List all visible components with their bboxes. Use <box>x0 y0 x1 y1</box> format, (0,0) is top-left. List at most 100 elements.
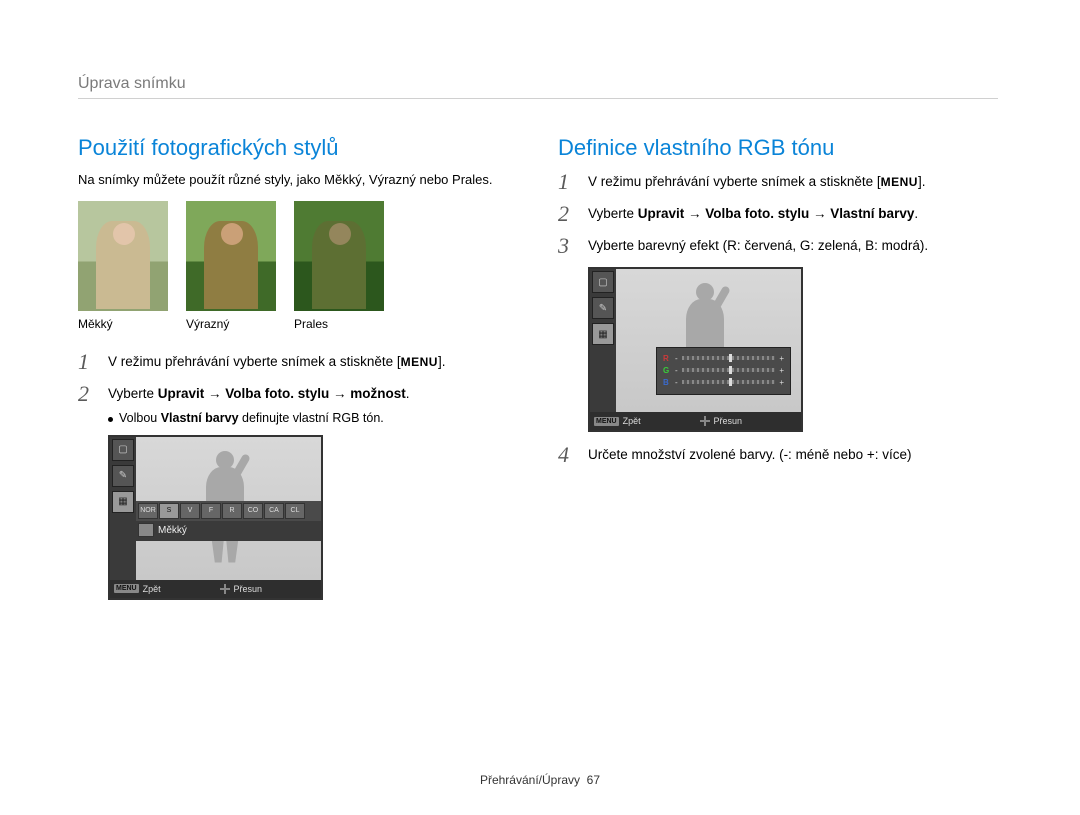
style-chip: NOR <box>138 503 158 519</box>
rgb-channel-label: R <box>663 354 671 363</box>
lcd-side-icon: ▢ <box>112 439 134 461</box>
menu-badge: MENU <box>401 355 438 369</box>
step-text: Vyberte Upravit → Volba foto. stylu → mo… <box>108 383 410 404</box>
rgb-minus: - <box>675 354 678 363</box>
lcd-side-icon: ▦ <box>112 491 134 513</box>
substep-bold: Vlastní barvy <box>161 411 239 425</box>
step-number: 1 <box>78 351 98 373</box>
status-back-label: Zpět <box>143 584 161 594</box>
rgb-plus: + <box>779 366 784 375</box>
footer-page-number: 67 <box>587 773 600 787</box>
page-footer: Přehrávání/Úpravy 67 <box>0 773 1080 787</box>
menu-badge-icon: MENU <box>114 584 139 593</box>
step-text-post: . <box>442 354 446 369</box>
menu-badge: MENU <box>881 175 918 189</box>
style-strip: NORSVFRCOCACL <box>136 501 321 521</box>
left-steps: 1 V režimu přehrávání vyberte snímek a s… <box>78 351 518 405</box>
rgb-channel-label: B <box>663 378 671 387</box>
rgb-slider <box>682 380 776 384</box>
step-number: 1 <box>558 171 578 193</box>
rgb-minus: - <box>675 366 678 375</box>
style-thumbnails <box>78 201 518 311</box>
lcd-sidebar: ▢ ✎ ▦ <box>590 269 616 412</box>
step-text: V režimu přehrávání vyberte snímek a sti… <box>588 171 926 192</box>
style-chip: CL <box>285 503 305 519</box>
step-number: 4 <box>558 444 578 466</box>
step-text: Vyberte barevný efekt (R: červená, G: ze… <box>588 235 928 256</box>
style-thumbnail-labels: Měkký Výrazný Prales <box>78 317 518 331</box>
step-text-post: . <box>914 206 918 221</box>
dpad-icon <box>220 584 230 594</box>
right-step-1: 1 V režimu přehrávání vyberte snímek a s… <box>558 171 998 193</box>
style-chip: CA <box>264 503 284 519</box>
step-number: 3 <box>558 235 578 257</box>
dpad-icon <box>700 416 710 426</box>
step-text-pre: Vyberte <box>588 206 638 221</box>
style-chip: F <box>201 503 221 519</box>
lcd-sidebar: ▢ ✎ ▦ <box>110 437 136 580</box>
step-number: 2 <box>78 383 98 405</box>
divider <box>78 98 998 99</box>
right-step-2: 2 Vyberte Upravit → Volba foto. stylu → … <box>558 203 998 225</box>
step-text-pre: Vyberte <box>108 386 158 401</box>
step-text-post: . <box>406 386 410 401</box>
right-steps: 1 V režimu přehrávání vyberte snímek a s… <box>558 171 998 257</box>
step-text-bold: Upravit → Volba foto. stylu → možnost <box>158 386 406 401</box>
bullet-icon <box>108 417 113 422</box>
substep-pre: Volbou <box>119 411 161 425</box>
rgb-slider-row: B-+ <box>663 376 784 388</box>
left-intro: Na snímky můžete použít různé styly, jak… <box>78 171 518 189</box>
style-chip-icon <box>138 523 154 537</box>
left-column: Použití fotografických stylů Na snímky m… <box>78 135 518 612</box>
right-step-3: 3 Vyberte barevný efekt (R: červená, G: … <box>558 235 998 257</box>
style-chip: S <box>159 503 179 519</box>
step-text-pre: V režimu přehrávání vyberte snímek a sti… <box>108 354 397 369</box>
step-text-pre: V režimu přehrávání vyberte snímek a sti… <box>588 174 877 189</box>
lcd-side-icon: ▦ <box>592 323 614 345</box>
right-step-4: 4 Určete množství zvolené barvy. (-: mén… <box>558 444 998 466</box>
style-selected-row: Měkký <box>136 521 321 541</box>
step-text: V režimu přehrávání vyberte snímek a sti… <box>108 351 446 372</box>
style-thumbnail <box>186 201 276 311</box>
lcd-statusbar: MENU Zpět Přesun <box>110 580 321 598</box>
lcd-statusbar: MENU Zpět Přesun <box>590 412 801 430</box>
left-substep: Volbou Vlastní barvy definujte vlastní R… <box>108 411 518 425</box>
rgb-slider <box>682 356 776 360</box>
status-back-label: Zpět <box>623 416 641 426</box>
lcd-screenshot-photostyle: NORSVFRCOCACL Měkký ▢ ✎ ▦ MENU Zpět Přesun <box>108 435 323 600</box>
right-heading: Definice vlastního RGB tónu <box>558 135 998 161</box>
style-thumbnail-label: Měkký <box>78 317 168 331</box>
style-thumbnail-label: Výrazný <box>186 317 276 331</box>
step-text-bold: Upravit → Volba foto. stylu → Vlastní ba… <box>638 206 915 221</box>
style-chip: V <box>180 503 200 519</box>
menu-badge-icon: MENU <box>594 417 619 426</box>
status-move-label: Přesun <box>234 584 263 594</box>
left-step-2: 2 Vyberte Upravit → Volba foto. stylu → … <box>78 383 518 405</box>
step-text: Vyberte Upravit → Volba foto. stylu → Vl… <box>588 203 918 224</box>
lcd-side-icon: ✎ <box>112 465 134 487</box>
style-thumbnail <box>294 201 384 311</box>
status-move-label: Přesun <box>714 416 743 426</box>
rgb-plus: + <box>779 354 784 363</box>
rgb-plus: + <box>779 378 784 387</box>
style-thumbnail <box>78 201 168 311</box>
rgb-slider-row: R- + <box>663 352 784 364</box>
footer-section: Přehrávání/Úpravy <box>480 773 580 787</box>
style-chip: R <box>222 503 242 519</box>
step-number: 2 <box>558 203 578 225</box>
style-thumbnail-label: Prales <box>294 317 384 331</box>
step-text-post: . <box>922 174 926 189</box>
lcd-screenshot-rgb: R-+G-+B-+ ▢✎▦ MENU Zpět Přesun <box>588 267 803 432</box>
right-steps-cont: 4 Určete množství zvolené barvy. (-: mén… <box>558 444 998 466</box>
right-column: Definice vlastního RGB tónu 1 V režimu p… <box>558 135 998 612</box>
lcd-side-icon: ✎ <box>592 297 614 319</box>
style-chip: CO <box>243 503 263 519</box>
rgb-panel: R-+G-+B-+ <box>656 347 791 395</box>
left-heading: Použití fotografických stylů <box>78 135 518 161</box>
style-selected-label: Měkký <box>158 525 187 536</box>
breadcrumb: Úprava snímku <box>78 75 186 93</box>
lcd-side-icon: ▢ <box>592 271 614 293</box>
substep-text: Volbou Vlastní barvy definujte vlastní R… <box>119 411 384 425</box>
lcd-body: NORSVFRCOCACL Měkký <box>136 437 321 580</box>
rgb-slider-row: G-+ <box>663 364 784 376</box>
